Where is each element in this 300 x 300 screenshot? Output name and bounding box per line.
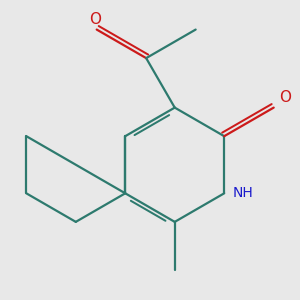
Text: NH: NH: [233, 186, 254, 200]
Text: O: O: [279, 90, 291, 105]
Text: O: O: [89, 12, 101, 27]
